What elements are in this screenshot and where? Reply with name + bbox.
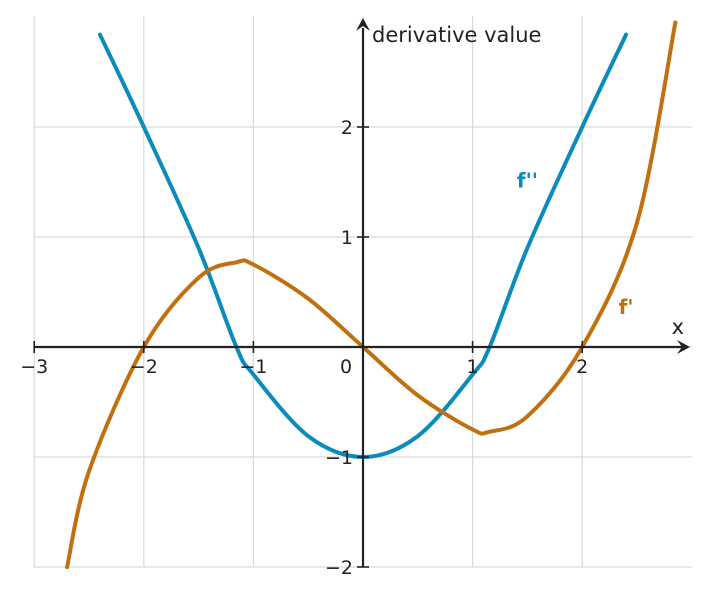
tick-marks: −3 −2 −1 0 1 2 −2 −1 1 2 (20, 117, 588, 579)
series-curves (65, 20, 678, 569)
x-tick-label: −3 (20, 356, 48, 378)
series-labels: f'' f' (517, 169, 634, 320)
y-tick-label: 1 (341, 227, 353, 249)
x-tick-label: 2 (576, 356, 588, 378)
x-tick-label: 0 (340, 356, 352, 378)
y-tick-label: −1 (325, 447, 353, 469)
y-axis-label: derivative value (372, 23, 541, 47)
x-tick-label: −1 (239, 356, 267, 378)
y-tick-label: 2 (341, 117, 353, 139)
x-tick-label: 1 (467, 356, 479, 378)
x-axis-arrow-icon (677, 340, 690, 354)
series-label-1: f' (619, 295, 634, 319)
x-axis-label: x (672, 315, 684, 339)
x-tick-label: −2 (130, 356, 158, 378)
y-axis-arrow-icon (356, 18, 370, 31)
y-tick-label: −2 (325, 557, 353, 579)
series-label-0: f'' (517, 169, 538, 193)
series-line-1 (65, 20, 678, 569)
